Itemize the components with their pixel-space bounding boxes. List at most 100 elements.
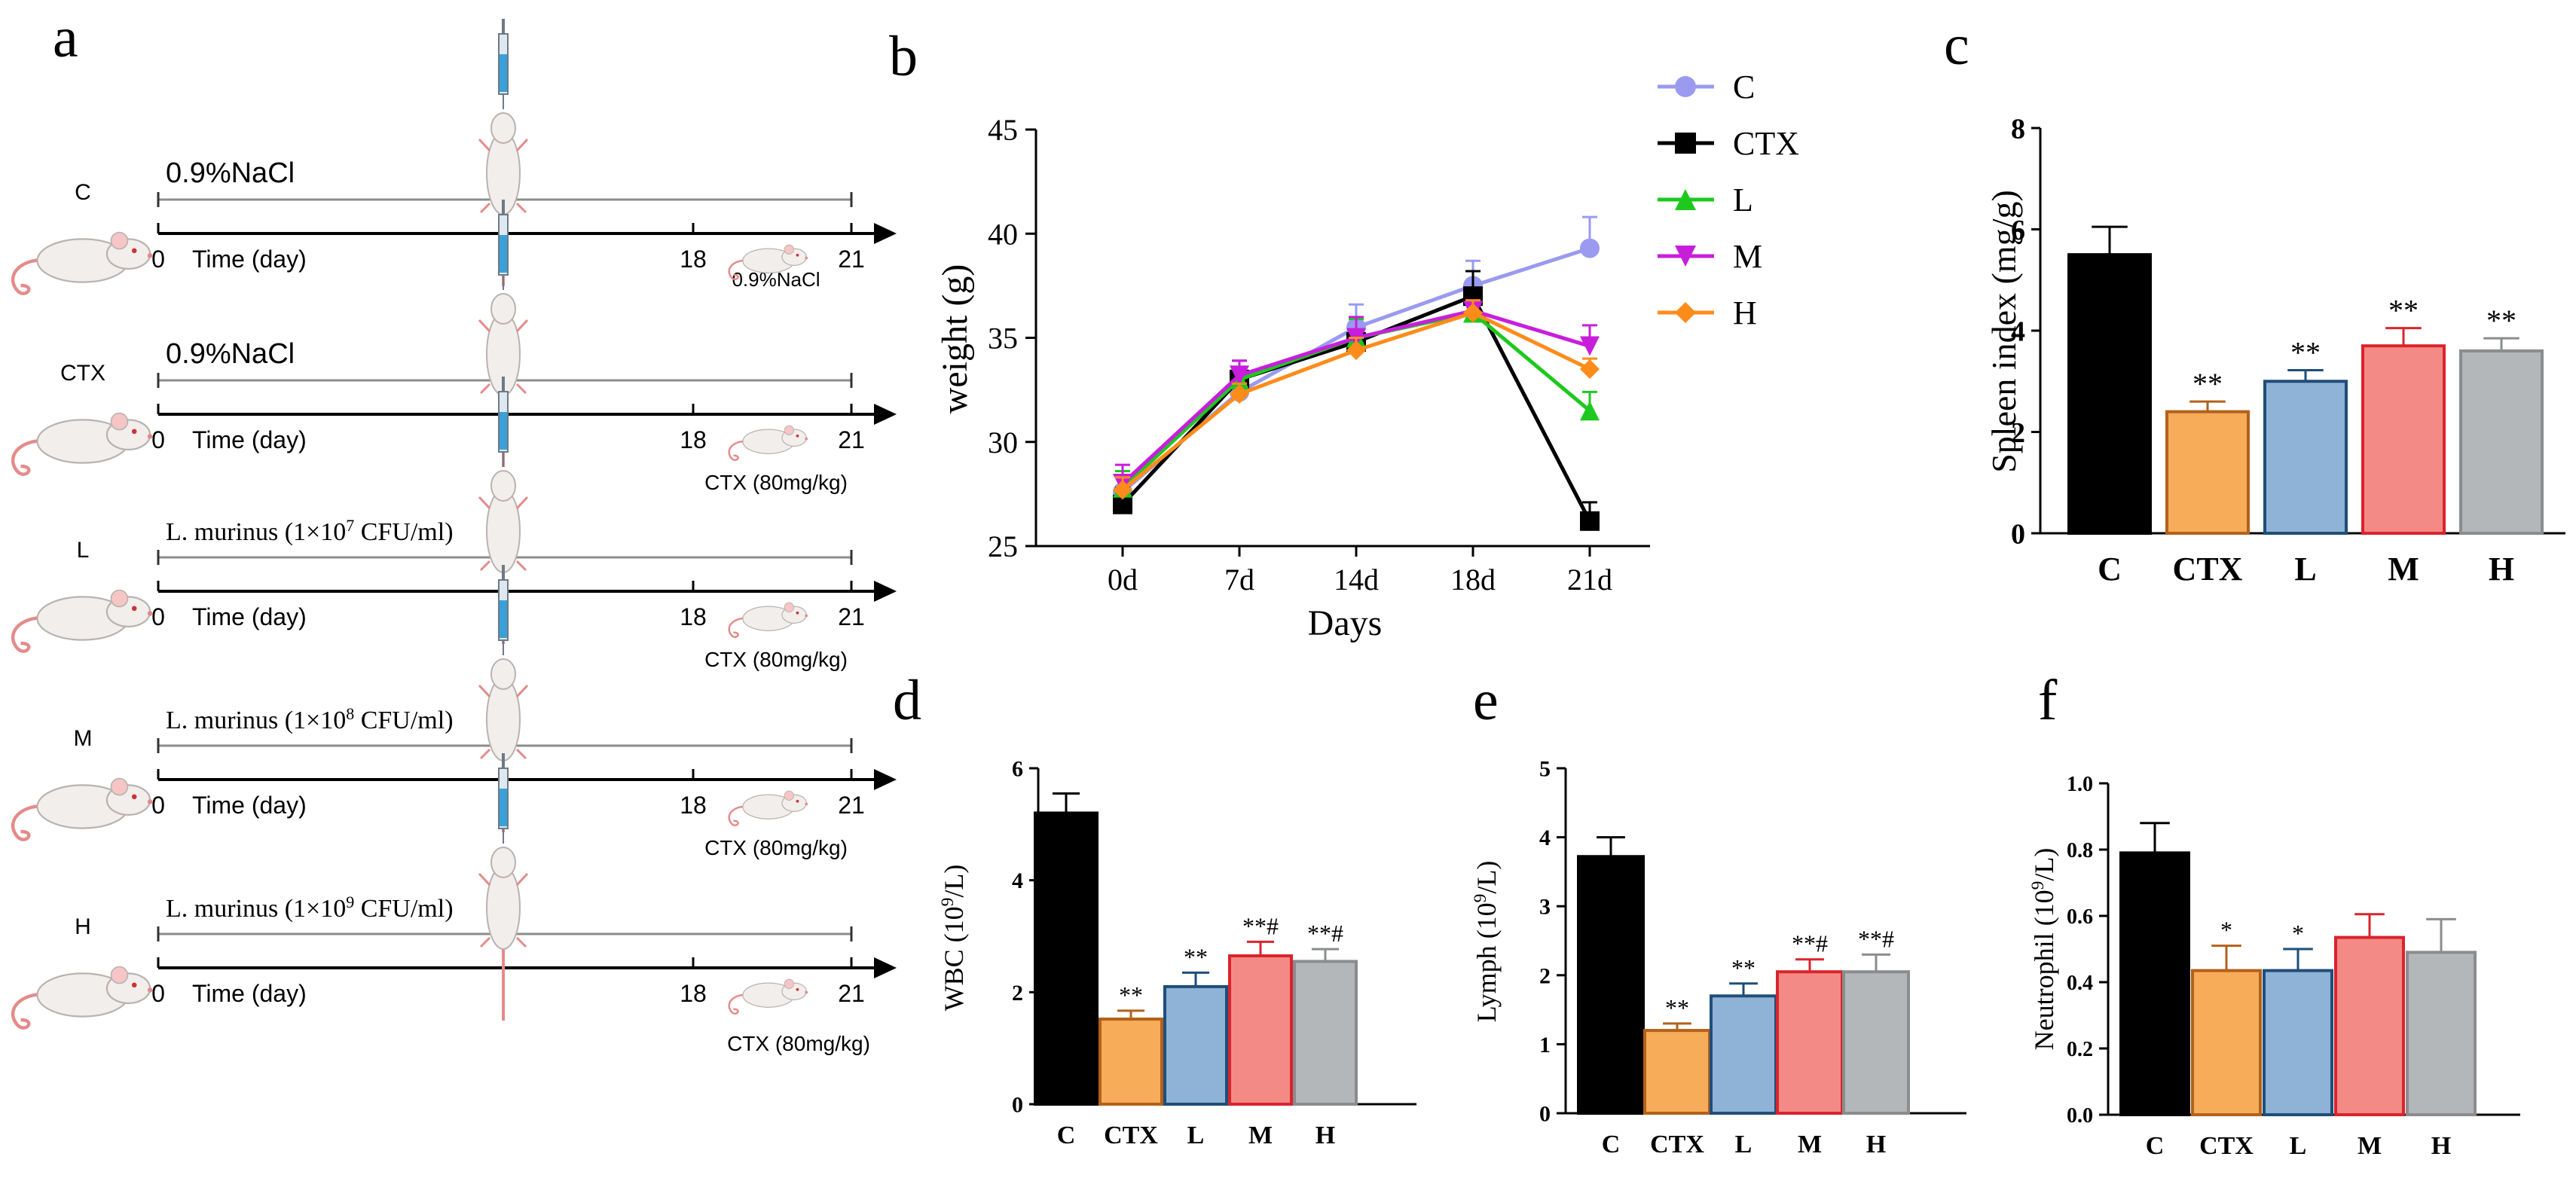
data-point — [1675, 133, 1696, 154]
data-point — [1113, 480, 1132, 500]
data-point — [1230, 384, 1249, 404]
significance-label: ** — [1731, 954, 1756, 981]
y-tick-label: 4 — [2011, 316, 2025, 347]
x-tick-label: L — [1735, 1131, 1752, 1158]
mouse-paw — [479, 383, 491, 395]
syringe-fluid — [500, 600, 507, 638]
pretreatment-label: L. murinus (1×108 CFU/ml) — [166, 704, 454, 735]
mouse-tail — [11, 992, 50, 1030]
mouse-tail — [11, 615, 50, 653]
weight-line-chart: 25 30 35 40 45 0d 7d 14d 18d 21d Days weight (g) C CT… — [935, 69, 1799, 643]
y-tick-label: 0.6 — [2067, 905, 2093, 929]
legend-label: M — [1733, 238, 1762, 275]
bar-group-M: **# M — [1228, 912, 1293, 1149]
injection-label: CTX (80mg/kg) — [704, 471, 848, 494]
mouse-paw — [478, 872, 491, 887]
group-label: CTX — [60, 361, 105, 386]
mouse-body — [486, 489, 521, 573]
schematic-row-H: H L. murinus (1×109 CFU/ml) 0 Time (day) 18 2… — [75, 893, 897, 1055]
injection-label: CTX (80mg/kg) — [704, 836, 848, 859]
y-axis-label: WBC (109/L) — [938, 865, 969, 1012]
injection-label: CTX (80mg/kg) — [727, 1032, 870, 1055]
x-tick-label: 0d — [1108, 563, 1138, 597]
x-tick-label: L — [2294, 551, 2316, 587]
timeline-arrowhead — [874, 223, 897, 244]
mouse-icon — [11, 589, 153, 653]
x-tick-label: 7d — [1224, 563, 1254, 597]
significance-label: **# — [1858, 925, 1894, 952]
mouse-icon — [11, 777, 153, 841]
legend-item-H: H — [1658, 294, 1757, 331]
time-axis-label: Time (day) — [192, 980, 307, 1007]
pretreatment-label: L. murinus (1×107 CFU/ml) — [166, 516, 454, 547]
mouse-eye — [131, 794, 137, 800]
mouse-tail — [728, 993, 750, 1015]
mouse-head — [490, 658, 516, 690]
bar-group-CTX: ** CTX — [1099, 981, 1163, 1149]
bar — [2406, 951, 2477, 1117]
pretreatment-label: 0.9%NaCl — [166, 338, 295, 370]
tick-label-18: 18 — [680, 980, 707, 1007]
series-line — [1121, 246, 1591, 494]
mouse-ear — [110, 412, 129, 431]
mouse-body — [486, 865, 521, 950]
significance-label: ** — [1119, 981, 1143, 1009]
syringe-fluid — [500, 412, 507, 450]
wbc-bar-chart: 0 2 4 6 C ** CTX ** L **# M **# H WBC (109/L) — [938, 757, 1416, 1149]
bar — [1034, 811, 1099, 1106]
mouse-nose — [147, 799, 153, 804]
injection-mouse-icon — [728, 244, 808, 281]
tick-label-21: 21 — [838, 603, 865, 630]
mouse-icon — [11, 412, 153, 476]
mouse-tail — [11, 438, 50, 476]
y-tick-label: 25 — [988, 529, 1018, 563]
data-point — [1675, 76, 1696, 97]
mouse-ear — [784, 790, 794, 801]
y-tick-label: 0.0 — [2067, 1104, 2093, 1128]
mouse-paw — [515, 138, 529, 152]
bar — [2263, 380, 2348, 535]
mouse-ear — [784, 602, 794, 612]
x-tick-label: CTX — [1650, 1131, 1704, 1158]
x-tick-label: CTX — [2199, 1132, 2254, 1160]
mouse-paw — [478, 138, 491, 152]
y-tick-label: 8 — [2011, 113, 2025, 145]
tick-label-21: 21 — [838, 980, 865, 1007]
mouse-tail — [728, 617, 750, 639]
mouse-tail — [728, 805, 750, 827]
mouse-nose — [147, 253, 153, 258]
injection-mouse-icon — [728, 425, 808, 462]
mouse-paw — [479, 202, 491, 214]
timeline-arrowhead — [874, 404, 897, 425]
y-tick-label: 1 — [1539, 1033, 1551, 1057]
significance-label: **# — [1307, 920, 1343, 947]
bar — [1163, 984, 1228, 1106]
legend-label: CTX — [1733, 125, 1799, 162]
significance-label: ** — [2388, 294, 2419, 328]
tick-label-0: 0 — [151, 426, 165, 453]
significance-label: * — [2220, 917, 2232, 944]
time-axis-label: Time (day) — [192, 426, 307, 453]
x-tick-label: M — [2388, 551, 2419, 587]
schematic-row-L: L L. murinus (1×107 CFU/ml) 0 Time (day) 18 2… — [77, 516, 897, 671]
data-point — [1463, 303, 1483, 323]
legend-item-CTX: CTX — [1658, 125, 1799, 162]
syringe-icon — [498, 753, 509, 844]
mouse-paw — [515, 748, 527, 760]
data-point — [1580, 511, 1600, 531]
mouse-tail — [11, 804, 50, 841]
bar-group-CTX: ** CTX — [2165, 367, 2250, 587]
mouse-ear — [110, 966, 129, 984]
group-label: H — [75, 914, 91, 939]
bar-group-C: C — [2119, 822, 2190, 1160]
time-axis-label: Time (day) — [192, 603, 307, 630]
bar — [1577, 855, 1645, 1115]
time-axis-label: Time (day) — [192, 246, 307, 273]
mouse-nose — [805, 802, 808, 806]
y-tick-label: 2 — [1012, 981, 1023, 1006]
legend-label: C — [1733, 69, 1755, 105]
legend-label: H — [1733, 294, 1757, 331]
mouse-nose — [147, 987, 153, 993]
bar-group-M: **# M — [1776, 930, 1844, 1158]
